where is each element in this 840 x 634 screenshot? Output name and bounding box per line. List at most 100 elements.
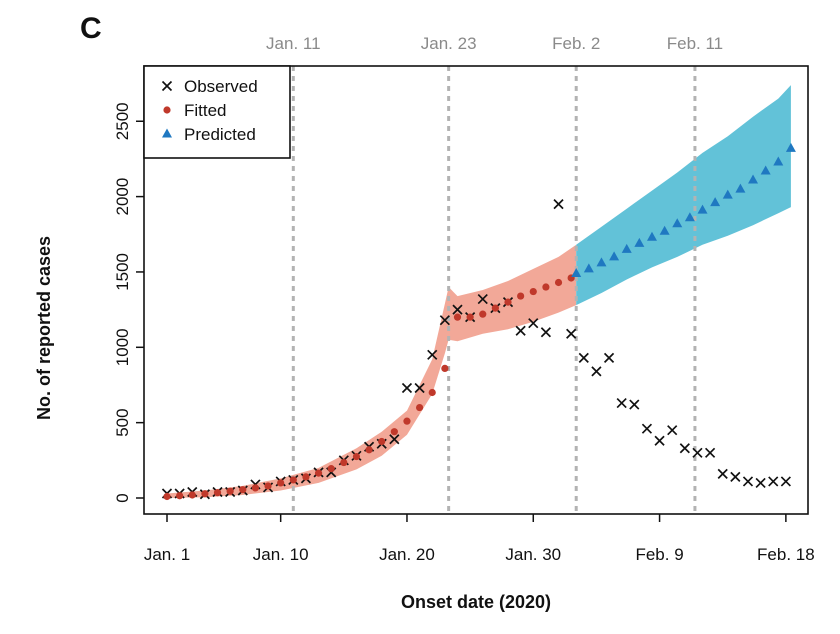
event-label: Feb. 2 (552, 34, 600, 53)
predicted-point (748, 174, 759, 184)
predicted-point (722, 189, 733, 199)
predicted-point (773, 156, 784, 166)
fitted-point (416, 403, 424, 412)
x-tick-label: Jan. 30 (505, 545, 561, 564)
fitted-point (479, 310, 487, 318)
observed-point (704, 447, 716, 458)
y-tick-label: 2000 (113, 178, 132, 216)
fitted-point (213, 489, 222, 497)
observed-point (780, 476, 791, 487)
fitted-point (403, 417, 411, 425)
fitted-point (163, 492, 171, 501)
legend-label: Predicted (184, 125, 256, 144)
observed-point (566, 328, 577, 339)
fitted-point (554, 278, 563, 287)
fitted-point (176, 492, 184, 500)
panel-label: C (80, 12, 102, 45)
fitted-point (491, 304, 499, 312)
observed-point (755, 477, 766, 489)
fitted-interval-band (167, 244, 577, 498)
x-tick-label: Feb. 9 (635, 545, 683, 564)
observed-point (414, 382, 425, 394)
fitted-point (504, 298, 512, 306)
observed-point (578, 352, 589, 363)
observed-point (401, 382, 413, 394)
predicted-point (571, 267, 582, 277)
predicted-point (684, 212, 695, 222)
legend-label: Observed (184, 77, 258, 96)
fitted-point (529, 287, 537, 296)
predicted-point (646, 231, 657, 241)
legend-predicted-marker (162, 128, 172, 138)
observed-point (641, 423, 653, 434)
fitted-point (378, 437, 386, 446)
predicted-point (672, 218, 683, 228)
x-tick-label: Feb. 18 (757, 545, 815, 564)
observed-point (515, 325, 526, 336)
observed-point (679, 443, 690, 454)
observed-point (768, 476, 779, 487)
predicted-point (710, 197, 721, 207)
event-label: Jan. 11 (266, 34, 321, 53)
predicted-point (659, 225, 670, 235)
fitted-point (226, 487, 234, 495)
data-series (161, 142, 796, 501)
observed-point (553, 199, 564, 210)
predicted-point (609, 251, 620, 261)
observed-point (427, 349, 438, 360)
fitted-point (264, 482, 272, 490)
fitted-point (365, 446, 373, 454)
observed-point (477, 293, 488, 305)
fitted-point (428, 388, 436, 397)
y-tick-label: 500 (113, 408, 132, 436)
predicted-point (760, 165, 771, 175)
fitted-point (239, 486, 247, 494)
plot-frame (143, 65, 809, 515)
x-tick-label: Jan. 1 (144, 545, 190, 564)
observed-point (742, 476, 754, 487)
fitted-point (542, 283, 550, 291)
observed-point (439, 315, 450, 326)
predicted-point (596, 257, 607, 267)
fitted-point (302, 473, 310, 481)
observed-point (629, 399, 640, 410)
observed-point (667, 425, 678, 436)
fitted-point (466, 313, 474, 321)
event-label: Feb. 11 (667, 34, 723, 53)
legend-fitted-marker (163, 106, 171, 114)
event-lines: Jan. 11 Jan. 23 Feb. 2 Feb. 11 (266, 34, 723, 514)
predicted-point (785, 142, 796, 152)
legend-observed-marker (161, 80, 173, 92)
fitted-point (390, 428, 398, 436)
observed-point (730, 471, 741, 483)
observed-point (540, 327, 552, 338)
fitted-point (188, 491, 196, 499)
fitted-point (441, 364, 449, 372)
y-axis-title: No. of reported cases (34, 236, 54, 420)
observed-point (528, 318, 539, 329)
event-label: Jan. 23 (421, 34, 477, 53)
fitted-point (517, 292, 525, 300)
predicted-point (634, 237, 645, 247)
fitted-point (277, 479, 285, 487)
fitted-point (314, 469, 323, 477)
observed-point (692, 447, 703, 458)
y-tick-label: 1500 (113, 253, 132, 291)
fitted-point (289, 476, 297, 484)
observed-point (389, 434, 400, 445)
observed-point (452, 304, 463, 315)
x-tick-label: Jan. 20 (379, 545, 435, 564)
legend: Observed Fitted Predicted (143, 65, 291, 159)
axes: Jan. 1 Jan. 10 Jan. 20 Jan. 30 Feb. 9 Feb. 18… (113, 65, 815, 564)
predicted-interval-band (576, 85, 791, 306)
x-tick-label: Jan. 10 (253, 545, 309, 564)
fitted-point (251, 484, 260, 492)
fitted-point (340, 458, 348, 467)
x-axis-title: Onset date (2020) (401, 592, 551, 612)
fitted-point (352, 452, 361, 461)
y-tick-label: 2500 (113, 102, 132, 140)
observed-point (616, 397, 627, 409)
y-tick-label: 0 (113, 493, 132, 502)
fitted-point (201, 490, 209, 498)
